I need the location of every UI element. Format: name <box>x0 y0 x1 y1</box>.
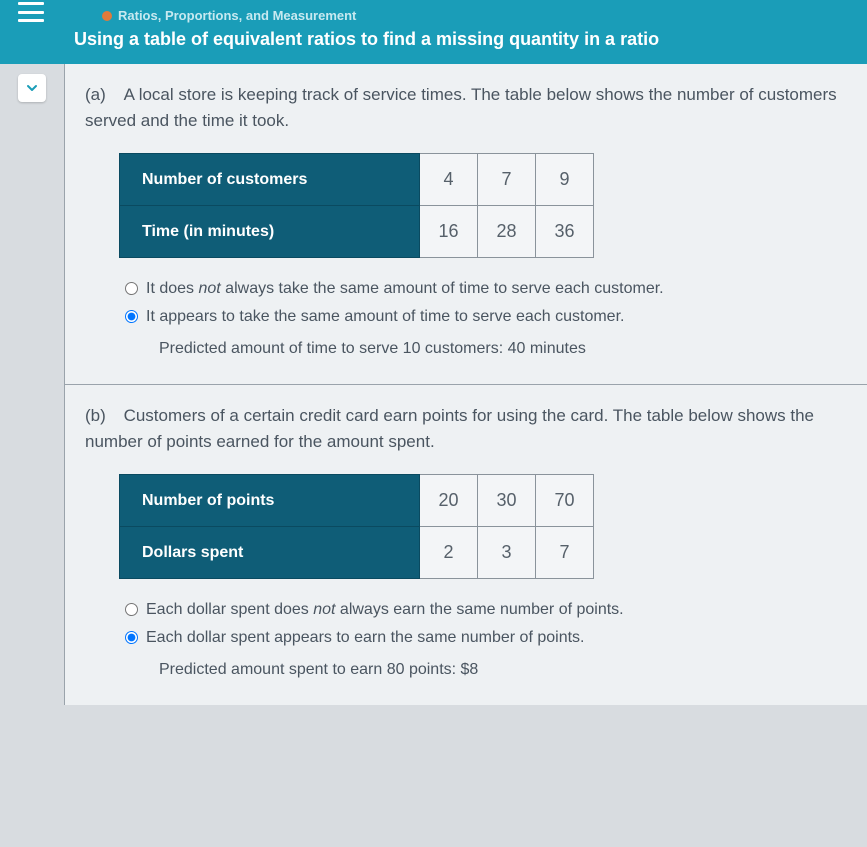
option-text: It appears to take the same amount of ti… <box>146 308 624 326</box>
table-row: Dollars spent 2 3 7 <box>120 527 594 579</box>
cell: 9 <box>536 154 594 206</box>
row-header: Number of customers <box>120 154 420 206</box>
breadcrumb-text: Ratios, Proportions, and Measurement <box>118 8 356 23</box>
radio-input[interactable] <box>125 282 138 295</box>
part-b-option-1[interactable]: Each dollar spent does not always earn t… <box>125 601 847 619</box>
part-a-label: (a) <box>85 85 106 104</box>
lesson-header: Ratios, Proportions, and Measurement Usi… <box>0 0 867 64</box>
option-text: It does not always take the same amount … <box>146 280 664 298</box>
part-a-option-1[interactable]: It does not always take the same amount … <box>125 280 847 298</box>
cell: 7 <box>478 154 536 206</box>
collapse-chevron-button[interactable] <box>18 74 46 102</box>
radio-input[interactable] <box>125 603 138 616</box>
radio-input[interactable] <box>125 631 138 644</box>
table-row: Number of customers 4 7 9 <box>120 154 594 206</box>
cell: 7 <box>536 527 594 579</box>
cell: 2 <box>420 527 478 579</box>
breadcrumb: Ratios, Proportions, and Measurement <box>102 8 855 23</box>
part-a-table: Number of customers 4 7 9 Time (in minut… <box>119 153 594 258</box>
bullet-icon <box>102 11 112 21</box>
part-b: (b) Customers of a certain credit card e… <box>65 385 867 705</box>
row-header: Number of points <box>120 475 420 527</box>
chevron-down-icon <box>24 80 40 96</box>
part-b-option-2[interactable]: Each dollar spent appears to earn the sa… <box>125 629 847 647</box>
cell: 4 <box>420 154 478 206</box>
table-row: Time (in minutes) 16 28 36 <box>120 206 594 258</box>
cell: 20 <box>420 475 478 527</box>
part-b-table: Number of points 20 30 70 Dollars spent … <box>119 474 594 579</box>
cell: 70 <box>536 475 594 527</box>
hamburger-menu-icon[interactable] <box>18 2 44 22</box>
question-panel: (a) A local store is keeping track of se… <box>64 64 867 705</box>
radio-input[interactable] <box>125 310 138 323</box>
cell: 3 <box>478 527 536 579</box>
row-header: Dollars spent <box>120 527 420 579</box>
row-header: Time (in minutes) <box>120 206 420 258</box>
part-b-text: Customers of a certain credit card earn … <box>85 406 814 451</box>
part-a-option-2[interactable]: It appears to take the same amount of ti… <box>125 308 847 326</box>
cell: 30 <box>478 475 536 527</box>
part-b-prediction: Predicted amount spent to earn 80 points… <box>159 661 847 679</box>
part-b-label: (b) <box>85 406 106 425</box>
lesson-title: Using a table of equivalent ratios to fi… <box>74 29 855 50</box>
cell: 28 <box>478 206 536 258</box>
part-a-prediction: Predicted amount of time to serve 10 cus… <box>159 340 847 358</box>
option-text: Each dollar spent does not always earn t… <box>146 601 624 619</box>
table-row: Number of points 20 30 70 <box>120 475 594 527</box>
option-text: Each dollar spent appears to earn the sa… <box>146 629 584 647</box>
cell: 16 <box>420 206 478 258</box>
part-a-text: A local store is keeping track of servic… <box>85 85 837 130</box>
part-a: (a) A local store is keeping track of se… <box>65 64 867 385</box>
cell: 36 <box>536 206 594 258</box>
